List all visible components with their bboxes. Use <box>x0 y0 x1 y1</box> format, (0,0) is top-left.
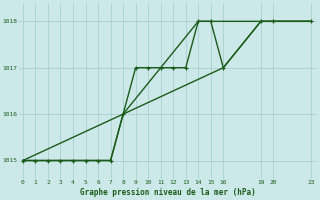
X-axis label: Graphe pression niveau de la mer (hPa): Graphe pression niveau de la mer (hPa) <box>80 188 256 197</box>
